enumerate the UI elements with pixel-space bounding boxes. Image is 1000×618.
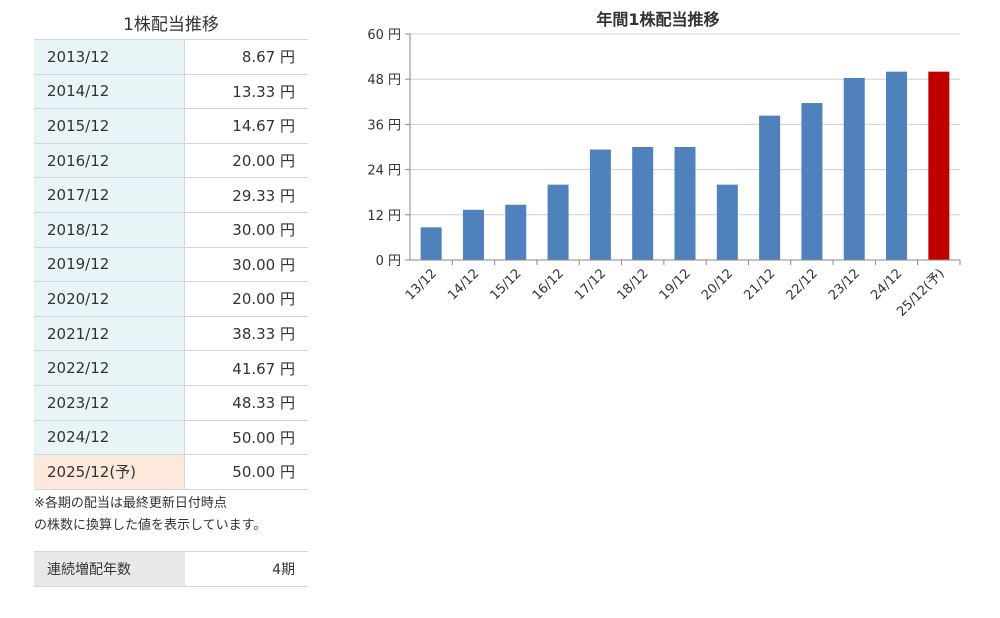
chart-title: 年間1株配当推移: [596, 10, 719, 29]
row-period: 2023/12: [34, 385, 185, 421]
row-period: 2019/12: [34, 247, 185, 283]
table-row: 2018/12 30.00 円: [34, 212, 308, 248]
y-tick-label: 48 円: [367, 73, 401, 88]
y-tick-label: 36 円: [367, 118, 401, 133]
table-row: 2023/12 48.33 円: [34, 385, 308, 421]
streak-label: 連続増配年数: [34, 551, 185, 587]
axes: 0 円 12 円 24 円 36 円 48 円 60 円 13/12 14/12 15/12 16…: [367, 28, 961, 320]
x-tick-label: 19/12: [657, 266, 694, 303]
row-amount: 14.67 円: [184, 108, 308, 144]
row-amount: 38.33 円: [184, 316, 308, 352]
x-tick-label: 22/12: [784, 266, 821, 303]
row-amount: 50.00 円: [184, 420, 308, 456]
streak-value: 4期: [272, 561, 295, 578]
bar: [547, 184, 569, 260]
streak-table: 連続増配年数 4期: [34, 550, 308, 587]
bars: [420, 71, 950, 261]
row-amount: 29.33 円: [184, 177, 308, 213]
x-tick-label: 13/12: [403, 266, 440, 303]
x-tick-label: 16/12: [530, 266, 567, 303]
x-tick-label: 18/12: [614, 266, 651, 303]
streak-row: 連続増配年数 4期: [34, 551, 308, 587]
table-row: 2017/12 29.33 円: [34, 177, 308, 213]
table-row: 2016/12 20.00 円: [34, 143, 308, 179]
row-period: 2015/12: [34, 108, 185, 144]
row-period: 2024/12: [34, 420, 185, 456]
row-period: 2018/12: [34, 212, 185, 248]
row-amount: 20.00 円: [184, 281, 308, 317]
row-period: 2014/12: [34, 74, 185, 110]
row-period: 2025/12(予): [34, 454, 185, 490]
note-line-1: ※各期の配当は最終更新日付時点: [34, 495, 227, 511]
row-amount: 41.67 円: [184, 350, 308, 386]
table-row: 2013/12 8.67 円: [34, 39, 308, 75]
y-tick-label: 60 円: [367, 28, 401, 43]
row-amount: 20.00 円: [184, 143, 308, 179]
bar: [589, 149, 611, 260]
bar: [420, 227, 442, 260]
dividend-history-panel: 1株配当推移 2013/12 8.67 円 2014/12 13.33 円 2015/1…: [34, 12, 308, 587]
table-row: 2022/12 41.67 円: [34, 350, 308, 386]
y-tick-label: 0 円: [376, 254, 401, 269]
note: ※各期の配当は最終更新日付時点 の株数に換算した値を表示しています。: [34, 493, 308, 537]
table-row: 2025/12(予) 50.00 円: [34, 454, 308, 490]
table-row: 2019/12 30.00 円: [34, 247, 308, 283]
row-period: 2017/12: [34, 177, 185, 213]
note-line-2: の株数に換算した値を表示しています。: [34, 517, 267, 533]
table-row: 2024/12 50.00 円: [34, 420, 308, 456]
x-tick-label: 15/12: [487, 266, 524, 303]
table-row: 2015/12 14.67 円: [34, 108, 308, 144]
row-amount: 30.00 円: [184, 247, 308, 283]
bar: [632, 147, 654, 260]
bar: [801, 103, 823, 260]
row-amount: 13.33 円: [184, 74, 308, 110]
bar: [716, 184, 738, 260]
table-title: 1株配当推移: [123, 15, 219, 35]
bar: [843, 77, 865, 260]
row-period: 2021/12: [34, 316, 185, 352]
x-tick-label: 17/12: [572, 266, 609, 303]
row-amount: 8.67 円: [184, 39, 308, 75]
y-tick-label: 12 円: [367, 209, 401, 224]
table-row: 2021/12 38.33 円: [34, 316, 308, 352]
bar: [759, 115, 781, 261]
table-row: 2020/12 20.00 円: [34, 281, 308, 317]
forecast-bar: [928, 71, 950, 261]
x-tick-label: 14/12: [445, 266, 482, 303]
bar: [505, 204, 527, 260]
bar: [674, 147, 696, 260]
x-tick-label: 20/12: [699, 266, 736, 303]
dividend-table: 2013/12 8.67 円 2014/12 13.33 円 2015/12 14.67 …: [34, 39, 308, 490]
row-amount: 30.00 円: [184, 212, 308, 248]
x-tick-label: 24/12: [868, 266, 905, 303]
x-tick-label: 21/12: [741, 266, 778, 303]
bar: [462, 209, 484, 260]
bar: [886, 71, 908, 261]
row-amount: 48.33 円: [184, 385, 308, 421]
row-period: 2013/12: [34, 39, 185, 75]
y-tick-label: 24 円: [367, 164, 401, 179]
row-amount: 50.00 円: [184, 454, 308, 490]
row-period: 2020/12: [34, 281, 185, 317]
table-row: 2014/12 13.33 円: [34, 74, 308, 110]
row-period: 2022/12: [34, 350, 185, 386]
dividend-bar-chart: 年間1株配当推移 0 円 12 円 24 円 36 円 48 円 60 円 13/12 14/…: [367, 10, 961, 320]
row-period: 2016/12: [34, 143, 185, 179]
x-tick-label: 23/12: [826, 266, 863, 303]
